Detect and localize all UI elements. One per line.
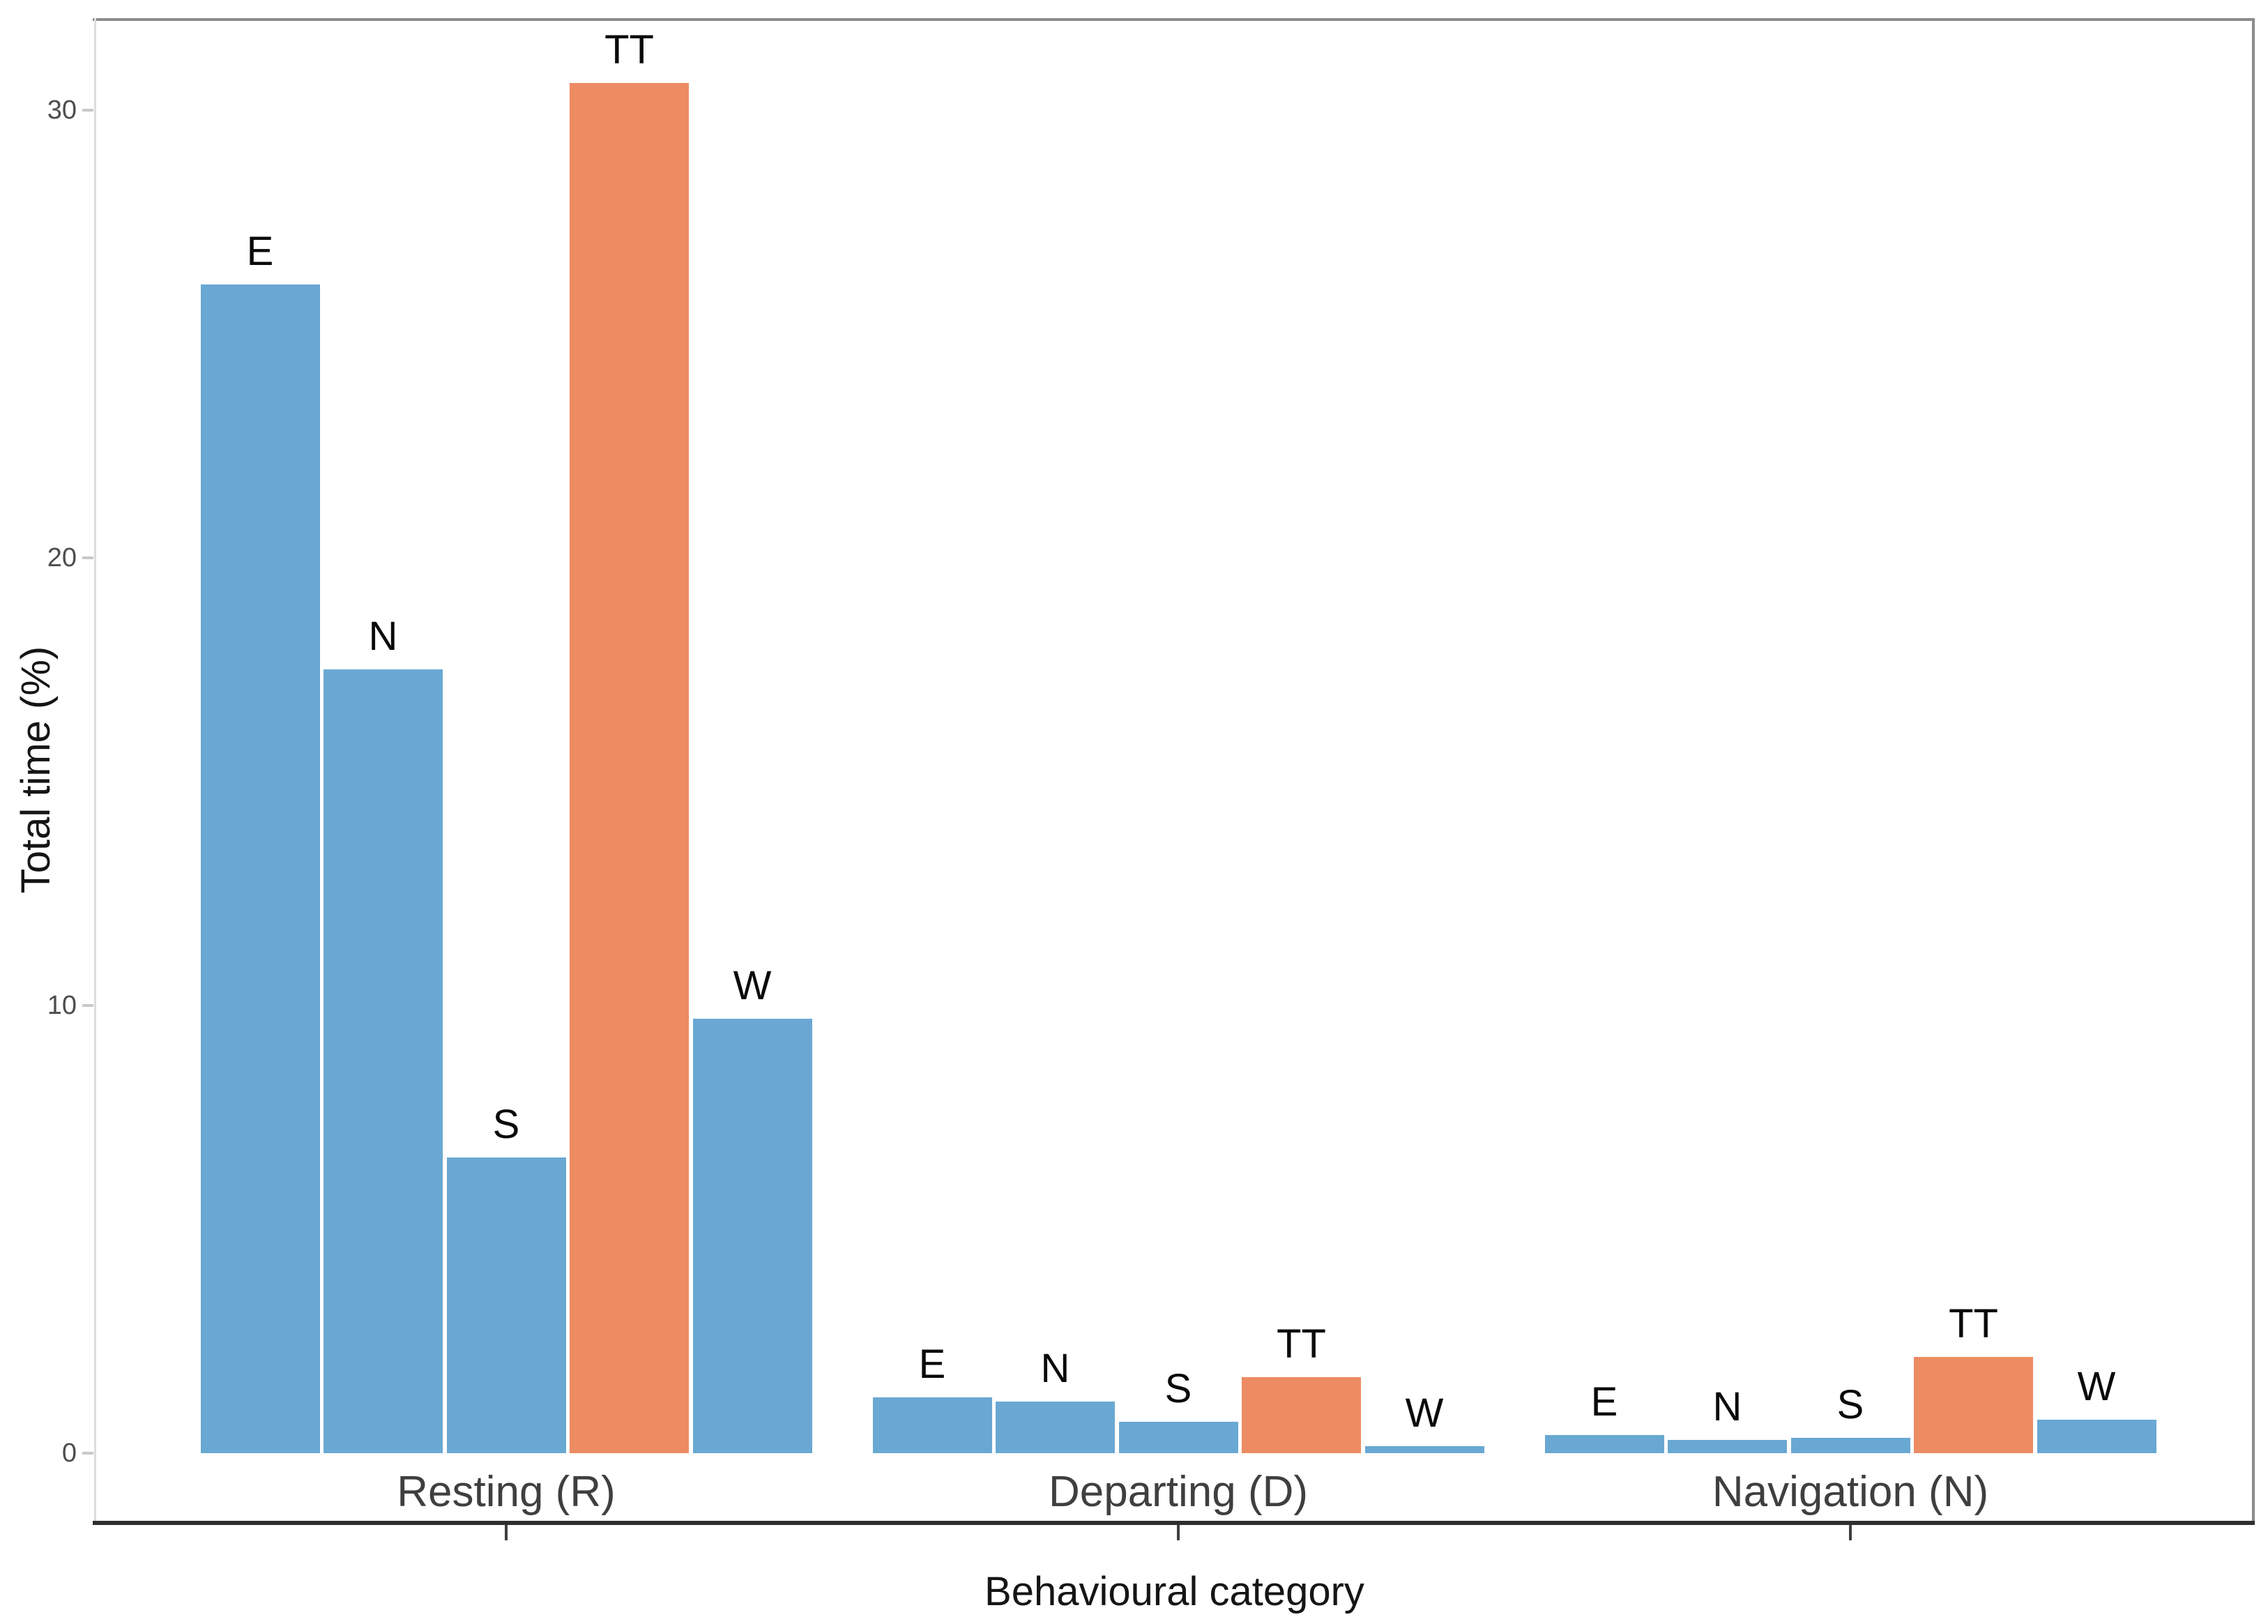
bar-resting-r-e [200,284,320,1453]
y-tick-label: 10 [47,991,77,1020]
y-tick-mark [82,1004,93,1007]
bar-resting-r-tt [570,83,689,1453]
bar-label: TT [604,27,654,73]
y-tick-mark [82,109,93,112]
bar-label: E [1590,1379,1618,1425]
bar-navigation-n-s [1790,1438,1910,1453]
bar-navigation-n-n [1668,1440,1787,1453]
bar-label: S [1164,1366,1192,1411]
bar-label: E [918,1342,946,1387]
bar-departing-d-e [872,1397,992,1453]
y-tick-label: 0 [61,1439,77,1468]
y-tick-mark [82,556,93,559]
panel-top-spine [93,18,2255,21]
y-tick-label: 20 [47,543,77,572]
panel-left-spine [94,18,96,1521]
bar-departing-d-w [1364,1446,1484,1453]
x-tick-mark [505,1525,508,1540]
bar-resting-r-s [446,1158,566,1453]
bar-label: E [246,229,274,274]
bar-departing-d-s [1118,1422,1238,1453]
y-axis-title: Total time (%) [13,646,59,894]
bar-label: N [1040,1346,1070,1391]
bar-label: N [368,614,398,659]
x-axis-line [93,1521,2255,1525]
bar-label: S [1836,1382,1864,1427]
bar-label: W [2077,1364,2116,1409]
bar-resting-r-w [692,1019,812,1453]
bar-label: W [733,963,772,1008]
bar-resting-r-n [324,669,443,1453]
bar-label: TT [1949,1301,1998,1346]
y-tick-label: 30 [47,96,77,125]
bar-navigation-n-tt [1914,1357,2033,1453]
panel-right-spine [2252,18,2255,1525]
x-tick-mark [1849,1525,1852,1540]
x-category-label: Navigation (N) [1712,1468,1989,1516]
bar-label: N [1712,1384,1742,1429]
bar-navigation-n-w [2037,1420,2156,1453]
x-axis-title: Behavioural category [984,1569,1364,1614]
bar-label: W [1405,1390,1444,1436]
bar-departing-d-tt [1242,1377,1361,1453]
y-tick-mark [82,1452,93,1455]
x-tick-mark [1177,1525,1180,1540]
x-category-label: Resting (R) [397,1468,616,1516]
bar-label: TT [1277,1321,1326,1367]
bar-label: S [492,1102,520,1147]
bar-departing-d-n [996,1402,1115,1453]
bar-navigation-n-e [1544,1435,1664,1453]
x-category-label: Departing (D) [1048,1468,1309,1516]
